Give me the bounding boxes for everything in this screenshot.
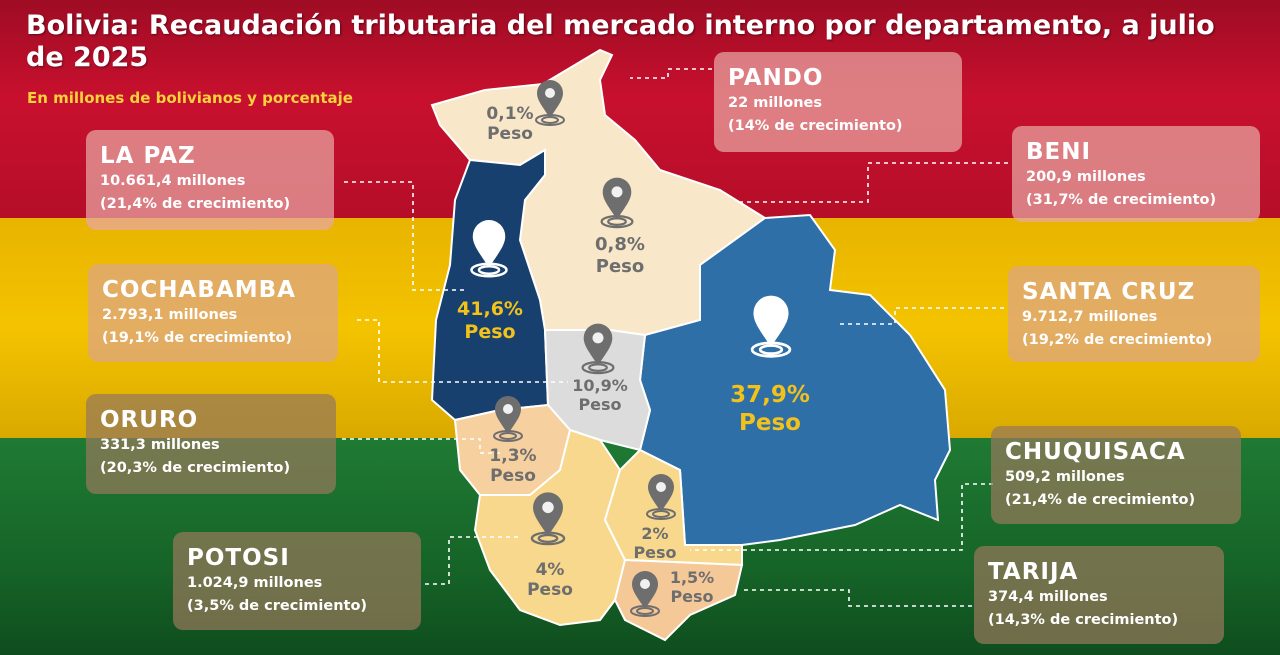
map-label-cochabamba: 10,9% Peso — [560, 376, 640, 414]
info-box-potosi: POTOSI 1.024,9 millones (3,5% de crecimi… — [173, 532, 421, 630]
map-pct-la-paz: 41,6% — [457, 298, 523, 320]
page-subtitle: En millones de bolivianos y porcentaje — [27, 89, 353, 107]
department-name: PANDO — [728, 65, 824, 91]
department-growth: (14,3% de crecimiento) — [988, 612, 1179, 628]
connector-lines — [342, 68, 1008, 607]
connector-beni — [740, 162, 1008, 203]
department-growth: (3,5% de crecimiento) — [187, 598, 368, 614]
map-peso-la-paz: Peso — [464, 320, 516, 343]
department-growth: (19,2% de crecimiento) — [1022, 332, 1213, 348]
department-growth: (20,3% de crecimiento) — [100, 460, 291, 476]
department-name: COCHABAMBA — [102, 277, 296, 303]
info-box-pando: PANDO 22 millones (14% de crecimiento) — [714, 52, 962, 152]
department-growth: (14% de crecimiento) — [728, 118, 903, 134]
department-amount: 509,2 millones — [1005, 469, 1125, 485]
connector-pando — [630, 68, 712, 79]
department-amount: 200,9 millones — [1026, 169, 1146, 185]
map-label-oruro: 1,3% Peso — [478, 446, 548, 487]
map-pct-santa-cruz: 37,9% — [730, 382, 810, 408]
map-peso-oruro: Peso — [490, 466, 536, 487]
connector-la-paz — [344, 181, 465, 291]
department-name: ORURO — [100, 407, 199, 433]
map-peso-tarija: Peso — [670, 587, 714, 607]
info-box-beni: BENI 200,9 millones (31,7% de crecimient… — [1012, 126, 1260, 222]
department-growth: (19,1% de crecimiento) — [102, 330, 293, 346]
map-label-la-paz: 41,6% Peso — [445, 298, 535, 344]
map-pct-pando: 0,1% — [486, 104, 534, 124]
connector-oruro — [342, 438, 500, 454]
map-label-beni: 0,8% Peso — [570, 234, 670, 277]
map-peso-cochabamba: Peso — [578, 395, 622, 415]
department-name: SANTA CRUZ — [1022, 279, 1196, 305]
connector-chuquisaca — [690, 483, 993, 551]
map-pct-potosi: 4% — [535, 560, 565, 580]
department-name: POTOSI — [187, 545, 290, 571]
connector-tarija — [742, 589, 972, 607]
department-name: LA PAZ — [100, 143, 196, 169]
map-peso-pando: Peso — [487, 124, 533, 145]
map-pct-chuquisaca: 2% — [641, 524, 669, 543]
map-pct-cochabamba: 10,9% — [572, 376, 628, 395]
info-box-santa-cruz: SANTA CRUZ 9.712,7 millones (19,2% de cr… — [1008, 266, 1260, 362]
connector-cochabamba — [357, 319, 568, 383]
info-box-oruro: ORURO 331,3 millones (20,3% de crecimien… — [86, 394, 336, 494]
department-amount: 331,3 millones — [100, 437, 220, 453]
info-box-chuquisaca: CHUQUISACA 509,2 millones (21,4% de crec… — [991, 426, 1241, 524]
department-growth: (21,4% de crecimiento) — [100, 196, 291, 212]
map-peso-chuquisaca: Peso — [633, 543, 677, 563]
info-box-la-paz: LA PAZ 10.661,4 millones (21,4% de creci… — [86, 130, 334, 230]
page-title: Bolivia: Recaudación tributaria del merc… — [26, 10, 1215, 73]
department-amount: 1.024,9 millones — [187, 575, 323, 591]
department-name: TARIJA — [988, 559, 1079, 585]
info-box-cochabamba: COCHABAMBA 2.793,1 millones (19,1% de cr… — [88, 264, 338, 362]
department-name: CHUQUISACA — [1005, 439, 1186, 465]
map-pct-oruro: 1,3% — [489, 446, 537, 466]
department-growth: (31,7% de crecimiento) — [1026, 192, 1217, 208]
map-label-potosi: 4% Peso — [515, 560, 585, 601]
department-name: BENI — [1026, 139, 1092, 165]
department-amount: 9.712,7 millones — [1022, 309, 1158, 325]
map-peso-santa-cruz: Peso — [739, 409, 801, 436]
connector-santa-cruz — [838, 307, 1004, 325]
department-amount: 2.793,1 millones — [102, 307, 238, 323]
department-amount: 22 millones — [728, 95, 822, 111]
connector-potosi — [425, 536, 520, 585]
info-box-tarija: TARIJA 374,4 millones (14,3% de crecimie… — [974, 546, 1224, 644]
department-amount: 10.661,4 millones — [100, 173, 246, 189]
map-label-pando: 0,1% Peso — [470, 104, 550, 145]
map-peso-potosi: Peso — [527, 580, 573, 601]
map-label-chuquisaca: 2% Peso — [625, 524, 685, 562]
map-peso-beni: Peso — [595, 255, 645, 277]
map-pct-tarija: 1,5% — [669, 568, 715, 587]
department-amount: 374,4 millones — [988, 589, 1108, 605]
map-label-tarija: 1,5% Peso — [662, 568, 722, 606]
region-la-paz — [430, 148, 550, 422]
map-pct-beni: 0,8% — [595, 234, 645, 255]
region-chuquisaca — [603, 448, 743, 567]
department-growth: (21,4% de crecimiento) — [1005, 492, 1196, 508]
map-label-santa-cruz: 37,9% Peso — [710, 382, 830, 437]
